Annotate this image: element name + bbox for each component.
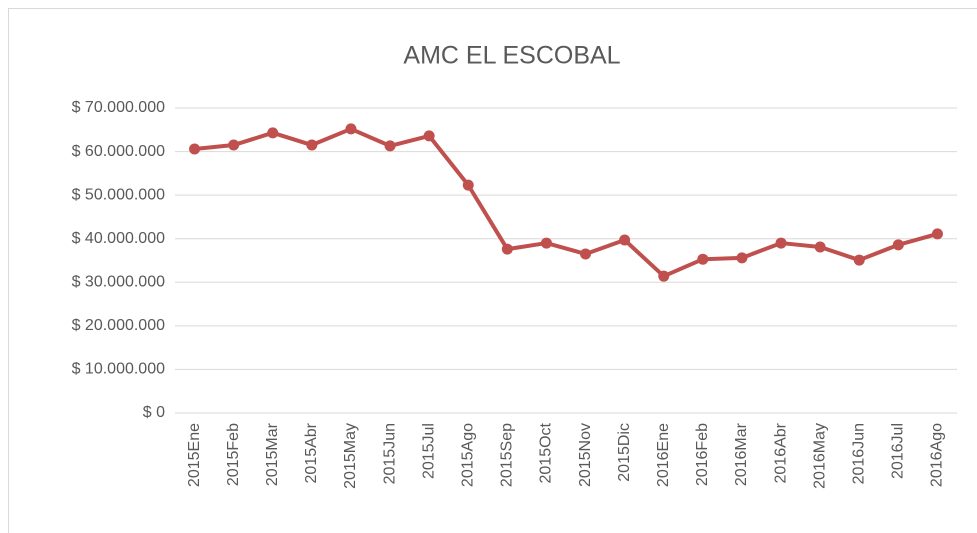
y-tick-label: $ 20.000.000 [72, 317, 166, 334]
marker [697, 253, 709, 265]
y-tick-label: $ 10.000.000 [72, 361, 166, 378]
x-tick-label: 2015Jul [420, 423, 437, 479]
marker [580, 248, 592, 260]
marker [658, 270, 670, 282]
line [194, 126, 938, 279]
chart-border [8, 8, 977, 533]
x-tick-label: 2015Nov [577, 423, 594, 487]
x-tick-label: 2015Dic [616, 423, 633, 482]
marker [540, 237, 552, 249]
x-tick-label: 2016May [811, 423, 828, 489]
marker [345, 123, 357, 135]
y-tick-label: $ 60.000.000 [72, 143, 166, 160]
y-tick-label: $ 30.000.000 [72, 274, 166, 291]
x-tick-label: 2016Ene [655, 423, 672, 487]
marker [892, 239, 904, 251]
y-tick-label: $ 0 [143, 404, 165, 421]
x-tick-label: 2015May [342, 423, 359, 489]
x-tick-label: 2015Feb [225, 423, 242, 486]
marker [619, 234, 631, 246]
x-tick-label: 2015Sep [499, 423, 516, 487]
marker [853, 254, 865, 266]
marker [189, 143, 201, 155]
y-tick-label: $ 70.000.000 [72, 99, 166, 116]
x-tick-label: 2016Jul [890, 423, 907, 479]
marker [462, 179, 474, 191]
x-tick-label: 2016Ago [929, 423, 946, 487]
y-tick-label: $ 40.000.000 [72, 230, 166, 247]
x-tick-label: 2015Ene [186, 423, 203, 487]
marker [814, 241, 826, 253]
marker [501, 243, 513, 255]
x-tick-label: 2016Mar [733, 422, 750, 486]
marker [384, 140, 396, 152]
x-tick-label: 2016Feb [694, 423, 711, 486]
chart-title: AMC EL ESCOBAL [403, 42, 620, 70]
marker [931, 228, 943, 240]
x-tick-label: 2016Jun [850, 423, 867, 484]
y-tick-label: $ 50.000.000 [72, 186, 166, 203]
marker [228, 139, 240, 151]
marker [306, 139, 318, 151]
marker [775, 237, 787, 249]
marker [267, 127, 279, 139]
x-tick-label: 2015Abr [303, 422, 320, 483]
x-tick-label: 2015Jun [381, 423, 398, 484]
x-tick-label: 2015Oct [538, 422, 555, 483]
x-tick-label: 2015Ago [459, 423, 476, 487]
x-tick-label: 2016Abr [772, 422, 789, 483]
x-tick-label: 2015Mar [264, 422, 281, 486]
marker [423, 130, 435, 142]
marker [736, 252, 748, 264]
